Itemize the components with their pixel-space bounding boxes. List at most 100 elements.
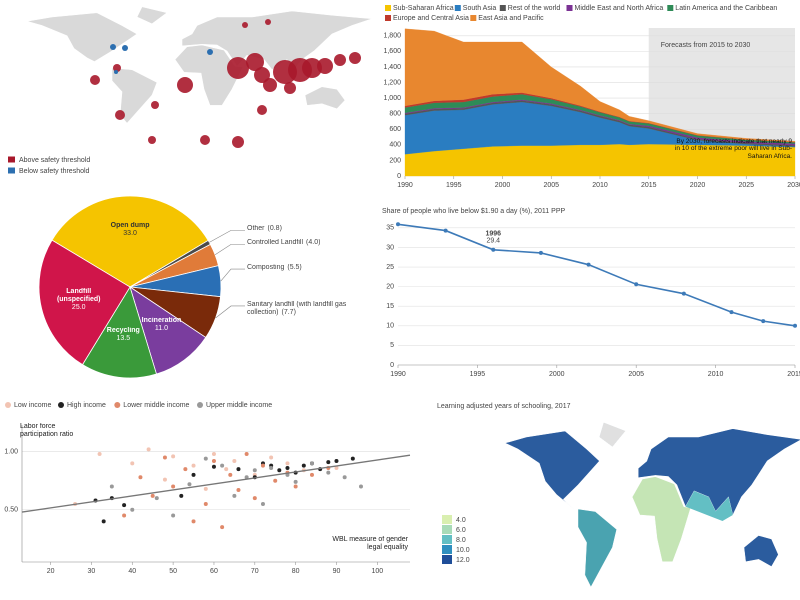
pie-slice <box>81 286 157 379</box>
point <box>491 247 496 252</box>
scatter-point <box>334 458 339 463</box>
x-tick-label: 2000 <box>549 371 565 378</box>
slice-value: (4.0) <box>306 239 321 247</box>
legend-swatch <box>442 555 452 564</box>
scatter-point <box>162 455 167 460</box>
scatter-point <box>358 484 363 489</box>
point <box>443 228 448 233</box>
slice-value: 13.5 <box>116 335 131 343</box>
scatter-point <box>252 496 257 501</box>
scatter-point <box>203 501 208 506</box>
scatter-point <box>252 468 257 473</box>
slice-value: (0.8) <box>267 225 282 233</box>
x-tick-label: 2005 <box>628 371 644 378</box>
leader-line <box>215 305 245 319</box>
x-tick-label: 2010 <box>592 182 608 189</box>
scatter-point <box>309 461 314 466</box>
slice-name: Open dump <box>110 222 150 230</box>
y-tick-label: 400 <box>389 142 401 149</box>
legend-swatch <box>442 525 452 534</box>
y-tick-label: 800 <box>389 111 401 118</box>
scatter-point <box>273 478 278 483</box>
y-tick-label: 1,400 <box>383 64 401 71</box>
point <box>793 323 797 328</box>
x-tick-label: 30 <box>88 568 96 575</box>
scatter-point <box>179 493 184 498</box>
scatter-point <box>224 467 229 472</box>
x-tick-label: 2030 <box>787 182 800 189</box>
scatter-point <box>228 472 233 477</box>
line <box>397 223 796 327</box>
x-tick-label: 60 <box>210 568 218 575</box>
legend-label: 6.0 <box>456 527 466 534</box>
scatter-point <box>150 493 155 498</box>
slice-label-box: Recycling 13.5 <box>88 327 158 343</box>
legend-label: East Asia and Pacific <box>478 15 544 22</box>
y-tick-label: 0 <box>390 362 394 369</box>
scatter-point <box>191 472 196 477</box>
legend-marker <box>58 402 64 408</box>
scatter-point <box>183 467 188 472</box>
legend-label: South Asia <box>463 5 497 12</box>
scatter-point <box>236 467 241 472</box>
scatter-point <box>309 472 314 477</box>
x-tick-label: 1990 <box>390 371 406 378</box>
legend-swatch <box>8 167 15 174</box>
scatter-point <box>285 461 290 466</box>
slice-value: (5.5) <box>287 264 302 272</box>
legend-label: Low income <box>14 402 51 409</box>
slice-name: Landfill (unspecified) <box>56 287 101 303</box>
legend-label: Upper middle income <box>206 402 272 409</box>
scatter-point <box>97 452 102 457</box>
bubbles-below <box>110 44 213 74</box>
point <box>634 282 639 287</box>
scatter-point <box>154 496 159 501</box>
legend-label: 8.0 <box>456 537 466 544</box>
y-tick-label: 1.00 <box>4 449 18 456</box>
slice-label: Controlled Landfill (4.0) <box>247 239 321 247</box>
map-title: Learning adjusted years of schooling, 20… <box>437 403 571 410</box>
y-axis-label: Labor force participation ratio <box>20 423 73 438</box>
scatter-point <box>236 488 241 493</box>
safety-map <box>26 6 373 148</box>
x-tick-label: 40 <box>128 568 136 575</box>
scatter-point <box>211 452 216 457</box>
scatter-point <box>269 455 274 460</box>
x-tick-label: 100 <box>371 568 383 575</box>
legend-label: 4.0 <box>456 517 466 524</box>
slice-name: Sanitary landfill (with landfill gas col… <box>247 300 347 316</box>
leader-line <box>209 230 245 243</box>
slice-label: Landfill (unspecified)25.0 <box>56 287 101 311</box>
scatter-point <box>211 464 216 469</box>
scatter-point <box>203 486 208 491</box>
legend-swatch <box>442 515 452 524</box>
scatter-point <box>232 458 237 463</box>
legend-swatch <box>566 5 573 11</box>
x-tick-label: 1995 <box>446 182 462 189</box>
legend-label: Rest of the world <box>508 5 561 12</box>
x-tick-label: 2015 <box>641 182 657 189</box>
slice-label: Sanitary landfill (with landfill gas col… <box>247 300 347 316</box>
scatter-point <box>244 475 249 480</box>
slice-value: 33.0 <box>123 230 137 238</box>
y-tick-label: 5 <box>390 342 394 349</box>
scatter-point <box>269 465 274 470</box>
forecast-label: Forecasts from 2015 to 2030 <box>661 42 751 49</box>
point <box>761 319 766 324</box>
scatter-point <box>342 475 347 480</box>
scatter-point <box>260 463 265 468</box>
y-tick-label: 15 <box>386 303 394 310</box>
chart-title: Share of people who live below $1.90 a d… <box>382 208 565 215</box>
legend-label: Middle East and North Africa <box>575 5 664 12</box>
scatter-point <box>191 519 196 524</box>
x-tick-label: 20 <box>47 568 55 575</box>
region-south-asia <box>685 491 733 521</box>
x-tick-label: 50 <box>169 568 177 575</box>
scatter-point <box>211 458 216 463</box>
x-tick-label: 1995 <box>470 371 486 378</box>
scatter-point <box>350 456 355 461</box>
slice-name: Controlled Landfill <box>247 239 304 247</box>
